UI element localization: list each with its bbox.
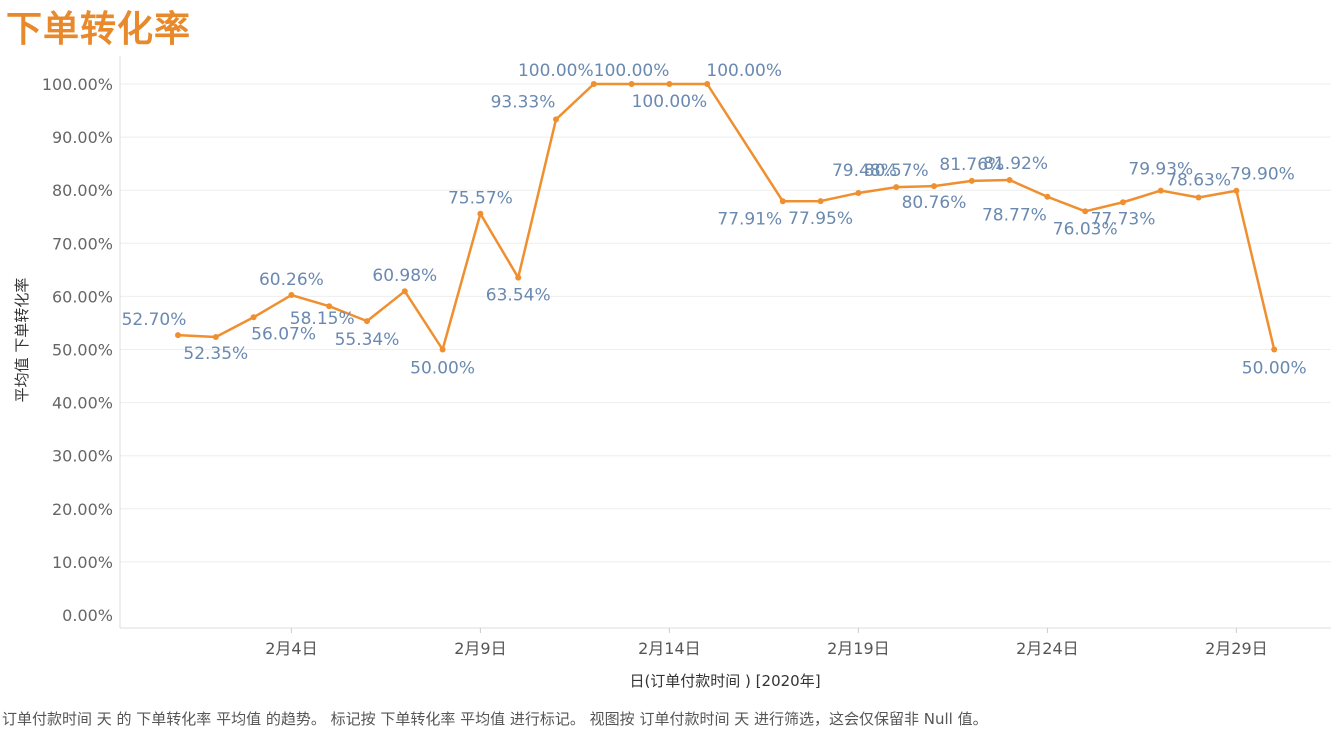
data-point xyxy=(968,177,975,184)
y-tick-label: 80.00% xyxy=(52,181,113,200)
y-tick-label: 70.00% xyxy=(52,234,113,253)
data-label: 79.48% xyxy=(832,161,897,181)
data-point xyxy=(855,189,862,196)
data-point xyxy=(1271,346,1278,353)
data-label: 77.95% xyxy=(788,209,853,229)
data-label: 81.76% xyxy=(939,155,1004,175)
data-label: 60.26% xyxy=(259,270,324,290)
data-point xyxy=(590,81,597,87)
data-point xyxy=(628,81,635,87)
data-points xyxy=(175,81,1278,353)
data-label: 100.00% xyxy=(594,61,670,81)
data-label: 80.76% xyxy=(902,193,967,213)
data-label: 50.00% xyxy=(1242,359,1307,379)
y-tick-label: 100.00% xyxy=(42,75,113,94)
data-point xyxy=(817,198,824,205)
data-point xyxy=(1233,187,1240,194)
data-label: 52.35% xyxy=(183,344,248,364)
data-point xyxy=(553,116,559,123)
data-point xyxy=(666,81,673,87)
y-tick-label: 60.00% xyxy=(52,287,113,306)
data-point xyxy=(515,274,522,281)
data-point xyxy=(401,288,408,295)
data-label: 76.03% xyxy=(1053,219,1118,239)
chart-caption: 订单付款时间 天 的 下单转化率 平均值 的趋势。 标记按 下单转化率 平均值 … xyxy=(2,710,988,728)
x-axis-ticks: 2月4日 2月9日 2月14日 2月19日 2月24日 2月29日 xyxy=(265,628,1268,658)
x-tick-label: 2月29日 xyxy=(1205,639,1268,658)
data-label: 55.34% xyxy=(335,330,400,350)
data-point xyxy=(175,332,181,339)
data-point xyxy=(326,303,333,310)
x-tick-label: 2月4日 xyxy=(265,639,317,658)
data-label: 100.00% xyxy=(632,92,708,112)
data-point xyxy=(704,81,711,87)
data-point xyxy=(1120,199,1126,206)
data-point xyxy=(212,334,219,341)
y-tick-label: 50.00% xyxy=(52,341,113,360)
data-point xyxy=(477,210,484,217)
data-label: 58.15% xyxy=(290,309,355,329)
data-label: 79.90% xyxy=(1230,165,1295,185)
y-tick-label: 30.00% xyxy=(52,447,113,466)
data-point xyxy=(364,318,370,325)
y-tick-label: 40.00% xyxy=(52,394,113,413)
y-axis-ticks: 0.00% 10.00% 20.00% 30.00% 40.00% 50.00% 60.00… xyxy=(42,75,113,625)
line-chart: 0.00% 10.00% 20.00% 30.00% 40.00% 50.00% 60.00… xyxy=(13,56,1331,690)
x-tick-label: 2月14日 xyxy=(638,639,701,658)
y-tick-label: 0.00% xyxy=(62,606,113,625)
data-label: 100.00% xyxy=(518,61,594,81)
data-label: 56.07% xyxy=(251,324,316,344)
data-label: 93.33% xyxy=(491,92,556,112)
x-tick-label: 2月9日 xyxy=(454,639,506,658)
y-tick-label: 10.00% xyxy=(52,553,113,572)
data-label: 50.00% xyxy=(410,359,475,379)
data-label: 77.73% xyxy=(1091,209,1156,229)
data-point xyxy=(250,314,257,321)
data-label: 81.92% xyxy=(983,154,1048,174)
y-tick-label: 20.00% xyxy=(52,500,113,519)
data-label: 79.93% xyxy=(1128,160,1193,180)
data-label: 100.00% xyxy=(706,61,782,81)
data-point xyxy=(439,346,446,353)
data-label: 77.91% xyxy=(717,209,782,229)
y-tick-label: 90.00% xyxy=(52,128,113,147)
chart-title: 下单转化率 xyxy=(6,9,192,50)
data-point xyxy=(893,184,900,191)
data-label: 78.63% xyxy=(1166,170,1231,190)
data-label: 63.54% xyxy=(486,286,551,306)
gridlines xyxy=(120,83,1331,563)
data-label: 60.98% xyxy=(372,266,437,286)
data-label: 80.57% xyxy=(864,161,929,181)
data-label: 52.70% xyxy=(122,310,187,330)
data-point xyxy=(1195,194,1202,201)
data-label: 75.57% xyxy=(448,189,513,209)
data-point xyxy=(931,183,937,190)
data-point xyxy=(1157,187,1164,194)
x-tick-label: 2月19日 xyxy=(827,639,890,658)
data-label: 78.77% xyxy=(982,206,1047,226)
x-tick-label: 2月24日 xyxy=(1016,639,1079,658)
data-point xyxy=(779,198,786,205)
data-point xyxy=(1044,193,1051,200)
data-point xyxy=(1082,208,1089,215)
data-labels: 52.70% 52.35%56.07% 60.26% 58.15%55.34% 60.9… xyxy=(122,61,1307,379)
y-axis-label: 平均值 下单转化率 xyxy=(13,278,31,403)
x-axis-label: 日(订单付款时间 ) [2020年] xyxy=(629,672,820,690)
data-point xyxy=(288,292,295,299)
data-point xyxy=(1006,177,1013,184)
